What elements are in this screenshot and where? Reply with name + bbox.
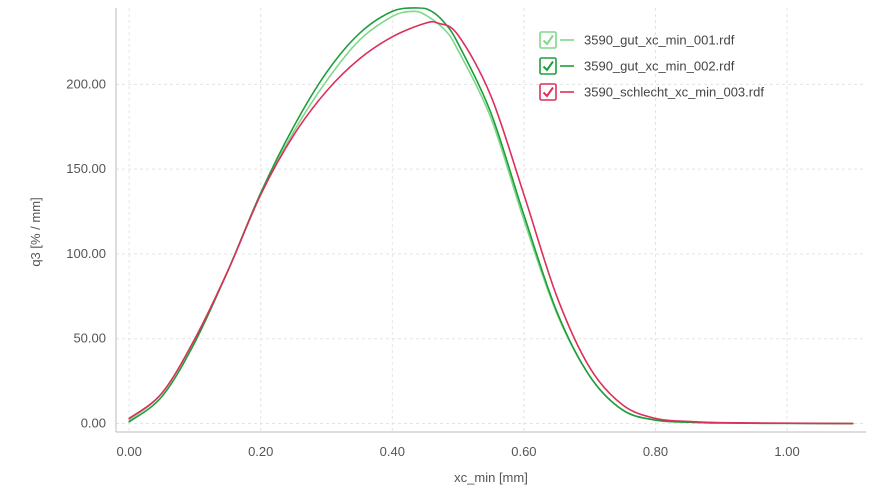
checkmark-icon [542,34,554,46]
y-tick-label: 200.00 [66,76,106,91]
x-tick-label: 0.60 [511,444,536,459]
series-line-2 [128,7,854,425]
y-tick-label: 150.00 [66,161,106,176]
axes [115,8,866,433]
x-tick-label: 0.20 [248,444,273,459]
x-tick-label: 0.80 [643,444,668,459]
checkmark-icon [542,60,554,72]
x-axis-title: xc_min [mm] [454,470,528,485]
series-lines [128,7,854,425]
checkmark-icon [542,86,554,98]
legend-checkbox[interactable] [539,57,557,75]
y-tick-labels: 0.00 50.00 100.00 150.00 200.00 [66,76,106,430]
legend-label: 3590_gut_xc_min_001.rdf [584,33,735,48]
legend-checkbox[interactable] [539,31,557,49]
y-axis-title: q3 [% / mm] [28,197,43,266]
x-tick-label: 0.00 [117,444,142,459]
grid [116,8,866,432]
y-tick-label: 100.00 [66,246,106,261]
series-line-1 [128,10,854,425]
x-tick-label: 1.00 [774,444,799,459]
legend-item-2[interactable]: 3590_gut_xc_min_002.rdf [539,57,735,75]
series-line-3 [128,20,854,425]
legend-label: 3590_gut_xc_min_002.rdf [584,59,735,74]
legend-item-1[interactable]: 3590_gut_xc_min_001.rdf [539,31,735,49]
y-tick-label: 50.00 [73,331,106,346]
legend-label: 3590_schlecht_xc_min_003.rdf [584,85,764,100]
legend: 3590_gut_xc_min_001.rdf 3590_gut_xc_min_0… [539,31,764,101]
y-tick-label: 0.00 [81,416,106,431]
x-tick-labels: 0.00 0.20 0.40 0.60 0.80 1.00 [117,444,800,459]
x-tick-label: 0.40 [380,444,405,459]
legend-item-3[interactable]: 3590_schlecht_xc_min_003.rdf [539,83,764,101]
legend-checkbox[interactable] [539,83,557,101]
